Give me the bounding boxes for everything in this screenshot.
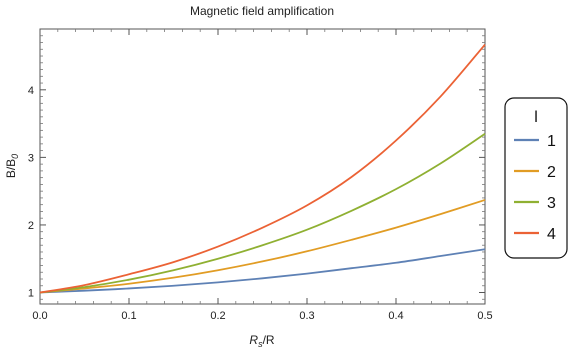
x-axis: 0.0 0.1 0.2 0.3 0.4 0.5 bbox=[32, 29, 493, 322]
legend-label-1: 1 bbox=[547, 133, 556, 150]
legend-label-4: 4 bbox=[547, 226, 556, 243]
y-tick-label: 1 bbox=[28, 288, 34, 300]
y-tick-label: 3 bbox=[28, 152, 34, 164]
x-axis-title: Rs/R bbox=[249, 333, 275, 349]
series-lines bbox=[39, 43, 486, 294]
legend-items: 1 2 3 4 bbox=[514, 133, 556, 243]
series-line-2 bbox=[39, 199, 486, 294]
plot-frame bbox=[39, 28, 486, 305]
x-tick-label: 0.1 bbox=[121, 310, 136, 322]
legend-label-2: 2 bbox=[547, 164, 556, 181]
y-tick-label: 4 bbox=[28, 85, 34, 97]
x-tick-label: 0.5 bbox=[477, 310, 492, 322]
series-line-4 bbox=[39, 43, 486, 294]
y-axis-title: B/B0 bbox=[4, 154, 20, 178]
series-line-1 bbox=[39, 248, 486, 294]
legend-title: l bbox=[534, 109, 538, 126]
y-tick-label: 2 bbox=[28, 220, 34, 232]
y-axis: 1 2 3 4 bbox=[28, 35, 485, 300]
legend-label-3: 3 bbox=[547, 195, 556, 212]
legend: l 1 2 3 4 bbox=[504, 97, 568, 259]
x-tick-label: 0.0 bbox=[32, 310, 47, 322]
series-line-3 bbox=[39, 132, 486, 294]
x-tick-label: 0.3 bbox=[299, 310, 314, 322]
chart-title: Magnetic field amplification bbox=[190, 4, 334, 18]
legend-box bbox=[504, 97, 568, 259]
x-tick-label: 0.2 bbox=[210, 310, 225, 322]
x-tick-label: 0.4 bbox=[388, 310, 403, 322]
